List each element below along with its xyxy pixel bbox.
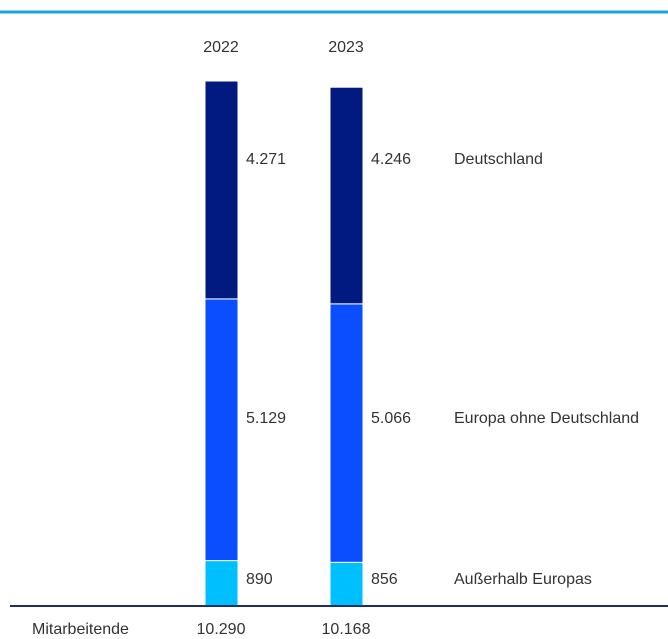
data-label-2022-europa: 5.129 [246,410,286,427]
bar-segment-2023-deutschland [329,86,364,305]
legend-deutschland: Deutschland [454,151,543,168]
data-label-2023-deutschland: 4.246 [371,151,411,168]
data-label-2022-ausserhalb: 890 [246,571,273,588]
bar-segment-2023-ausserhalb-europas [329,561,364,607]
total-2023: 10.168 [322,621,371,638]
bar-segment-2022-deutschland [204,80,239,300]
category-label-2022: 2022 [203,39,239,56]
bar-segment-2022-europa-ohne-deutschland [204,298,239,562]
data-label-2023-ausserhalb: 856 [371,571,398,588]
bar-segment-2022-ausserhalb-europas [204,560,239,607]
legend-ausserhalb-europas: Außerhalb Europas [454,571,592,588]
data-label-2023-europa: 5.066 [371,410,411,427]
category-label-2023: 2023 [328,39,364,56]
bar-segment-2023-europa-ohne-deutschland [329,303,364,563]
totals-row-label: Mitarbeitende [32,621,129,638]
data-label-2022-deutschland: 4.271 [246,151,286,168]
bar-layer [204,80,364,607]
total-2022: 10.290 [197,621,246,638]
legend-europa-ohne-deutschland: Europa ohne Deutschland [454,410,639,427]
